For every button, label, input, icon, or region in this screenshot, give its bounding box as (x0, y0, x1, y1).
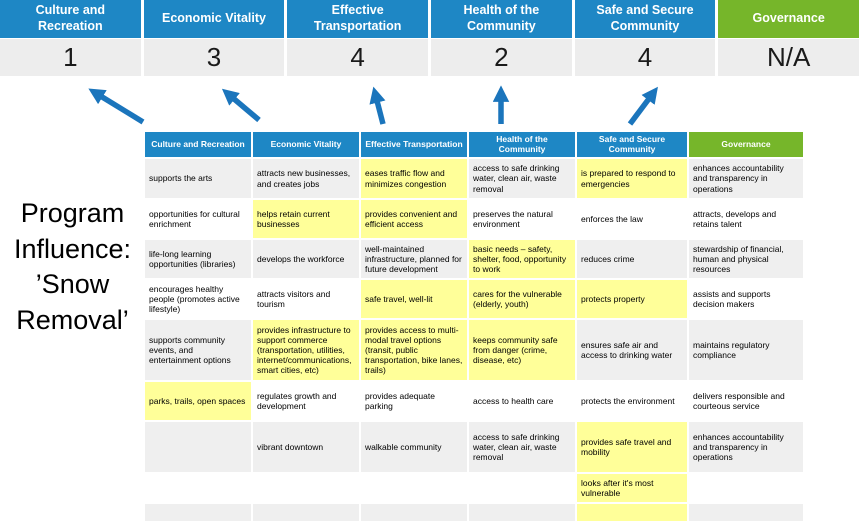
matrix-cell-r1-c3: eases traffic flow and minimizes congest… (361, 159, 467, 198)
influence-matrix: Culture and Recreation Economic Vitality E… (143, 130, 805, 523)
matrix-cell-r1-c2: attracts new businesses, and creates job… (253, 159, 359, 198)
matrix-header-culture-and-recreation: Culture and Recreation (145, 132, 251, 157)
scorecard: Culture and Recreation Economic Vitality E… (0, 0, 859, 76)
scorecard-header-safe-and-secure-community: Safe and Secure Community (574, 0, 716, 38)
matrix-row-2: opportunities for cultural enrichment hel… (145, 200, 803, 238)
matrix-cell-r2-c4: preserves the natural environment (469, 200, 575, 238)
scorecard-score-governance: N/A (718, 39, 859, 76)
matrix-cell-r3-c6: stewardship of financial, human and phys… (689, 240, 803, 278)
matrix-cell-r8-c3 (361, 474, 467, 502)
matrix-cell-r3-c5: reduces crime (577, 240, 687, 278)
matrix-cell-r4-c1: encourages healthy people (promotes acti… (145, 280, 251, 318)
matrix-cell-r9-c3 (361, 504, 467, 521)
matrix-cell-r7-c5: provides safe travel and mobility (577, 422, 687, 472)
matrix-cell-r4-c6: assists and supports decision makers (689, 280, 803, 318)
matrix-cell-r4-c5: protects property (577, 280, 687, 318)
matrix-cell-r6-c6: delivers responsible and courteous servi… (689, 382, 803, 420)
matrix-cell-r4-c3: safe travel, well-lit (361, 280, 467, 318)
matrix-cell-r7-c6: enhances accountability and transparency… (689, 422, 803, 472)
arrow-culture-and-recreation (88, 88, 145, 125)
matrix-cell-r7-c1 (145, 422, 251, 472)
program-title-line: Program (20, 198, 125, 228)
program-title: Program Influence: ’Snow Removal’ (0, 196, 145, 339)
matrix-row-5: supports community events, and entertain… (145, 320, 803, 380)
matrix-cell-r7-c4: access to safe drinking water, clean air… (469, 422, 575, 472)
matrix-row-8: looks after it's most vulnerable (145, 474, 803, 502)
matrix-cell-r5-c1: supports community events, and entertain… (145, 320, 251, 380)
scorecard-header-economic-vitality: Economic Vitality (143, 0, 285, 38)
matrix-cell-r8-c2 (253, 474, 359, 502)
matrix-cell-r9-c5 (577, 504, 687, 521)
score-arrows (88, 85, 658, 126)
matrix-cell-r9-c1 (145, 504, 251, 521)
scorecard-header-governance: Governance (718, 0, 859, 38)
matrix-cell-r8-c1 (145, 474, 251, 502)
matrix-cell-r5-c2: provides infrastructure to support comme… (253, 320, 359, 380)
matrix-row-4: encourages healthy people (promotes acti… (145, 280, 803, 318)
matrix-row-1: supports the arts attracts new businesses… (145, 159, 803, 198)
matrix-cell-r3-c1: life-long learning opportunities (librar… (145, 240, 251, 278)
matrix-cell-r2-c2: helps retain current businesses (253, 200, 359, 238)
matrix-cell-r2-c3: provides convenient and efficient access (361, 200, 467, 238)
scorecard-header-row: Culture and Recreation Economic Vitality E… (0, 0, 859, 38)
matrix-cell-r3-c4: basic needs – safety, shelter, food, opp… (469, 240, 575, 278)
matrix-cell-r6-c1: parks, trails, open spaces (145, 382, 251, 420)
matrix-cell-r8-c5: looks after it's most vulnerable (577, 474, 687, 502)
arrow-safe-and-secure-community (627, 86, 658, 126)
matrix-cell-r6-c3: provides adequate parking (361, 382, 467, 420)
matrix-cell-r1-c4: access to safe drinking water, clean air… (469, 159, 575, 198)
matrix-header-health-of-the-community: Health of the Community (469, 132, 575, 157)
matrix-header-effective-transportation: Effective Transportation (361, 132, 467, 157)
matrix-header-economic-vitality: Economic Vitality (253, 132, 359, 157)
scorecard-score-effective-transportation: 4 (287, 39, 428, 76)
matrix-cell-r8-c4 (469, 474, 575, 502)
matrix-cell-r2-c5: enforces the law (577, 200, 687, 238)
matrix-cell-r9-c2 (253, 504, 359, 521)
scorecard-score-health-of-the-community: 2 (431, 39, 572, 76)
matrix-cell-r5-c3: provides access to multi-modal travel op… (361, 320, 467, 380)
matrix-header-governance: Governance (689, 132, 803, 157)
scorecard-header-culture-and-recreation: Culture and Recreation (0, 0, 141, 38)
matrix-cell-r5-c5: ensures safe air and access to drinking … (577, 320, 687, 380)
matrix-cell-r4-c2: attracts visitors and tourism (253, 280, 359, 318)
scorecard-score-safe-and-secure-community: 4 (574, 39, 716, 76)
matrix-cell-r3-c3: well-maintained infrastructure, planned … (361, 240, 467, 278)
program-title-line: ’Snow (35, 269, 110, 300)
matrix-cell-r6-c2: regulates growth and development (253, 382, 359, 420)
matrix-cell-r1-c5: is prepared to respond to emergencies (577, 159, 687, 198)
scorecard-header-health-of-the-community: Health of the Community (431, 0, 572, 38)
matrix-header-safe-and-secure-community: Safe and Secure Community (577, 132, 687, 157)
matrix-cell-r2-c1: opportunities for cultural enrichment (145, 200, 251, 238)
scorecard-score-row: 1 3 4 2 4 N/A (0, 39, 859, 76)
matrix-cell-r4-c4: cares for the vulnerable (elderly, youth… (469, 280, 575, 318)
matrix-cell-r1-c1: supports the arts (145, 159, 251, 198)
matrix-cell-r5-c6: maintains regulatory compliance (689, 320, 803, 380)
program-title-line: Influence: (13, 233, 132, 264)
matrix-cell-r7-c2: vibrant downtown (253, 422, 359, 472)
matrix-cell-r5-c4: keeps community safe from danger (crime,… (469, 320, 575, 380)
arrow-effective-transportation (369, 86, 386, 125)
matrix-row-7: vibrant downtown walkable community access… (145, 422, 803, 472)
scorecard-score-culture-and-recreation: 1 (0, 39, 141, 76)
matrix-cell-r2-c6: attracts, develops and retains talent (689, 200, 803, 238)
matrix-cell-r7-c3: walkable community (361, 422, 467, 472)
matrix-header-row: Culture and Recreation Economic Vitality E… (145, 132, 803, 157)
matrix-row-6: parks, trails, open spaces regulates grow… (145, 382, 803, 420)
scorecard-score-economic-vitality: 3 (143, 39, 285, 76)
matrix-cell-r3-c2: develops the workforce (253, 240, 359, 278)
matrix-row-3: life-long learning opportunities (librar… (145, 240, 803, 278)
matrix-cell-r9-c4 (469, 504, 575, 521)
matrix-cell-r6-c4: access to health care (469, 382, 575, 420)
scorecard-header-effective-transportation: Effective Transportation (287, 0, 428, 38)
matrix-cell-r8-c6 (689, 474, 803, 502)
arrow-economic-vitality (221, 88, 261, 123)
matrix-cell-r1-c6: enhances accountability and transparency… (689, 159, 803, 198)
matrix-cell-r6-c5: protects the environment (577, 382, 687, 420)
matrix-row-9 (145, 504, 803, 521)
matrix-cell-r9-c6 (689, 504, 803, 521)
program-title-line: Removal’ (16, 304, 129, 335)
